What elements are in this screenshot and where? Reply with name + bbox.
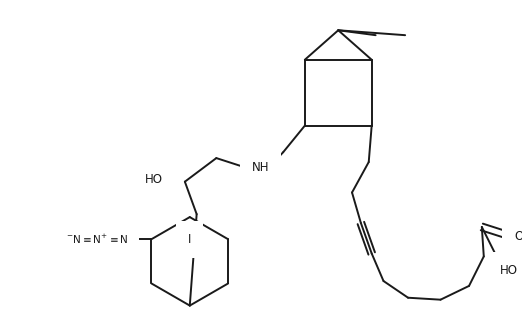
- Text: HO: HO: [145, 173, 163, 186]
- Text: I: I: [188, 233, 192, 246]
- Text: $^{-}$N$\equiv$N$^{+}$$\equiv$N: $^{-}$N$\equiv$N$^{+}$$\equiv$N: [66, 233, 129, 246]
- Text: NH: NH: [252, 162, 269, 174]
- Text: HO: HO: [500, 264, 517, 277]
- Text: O: O: [514, 230, 522, 243]
